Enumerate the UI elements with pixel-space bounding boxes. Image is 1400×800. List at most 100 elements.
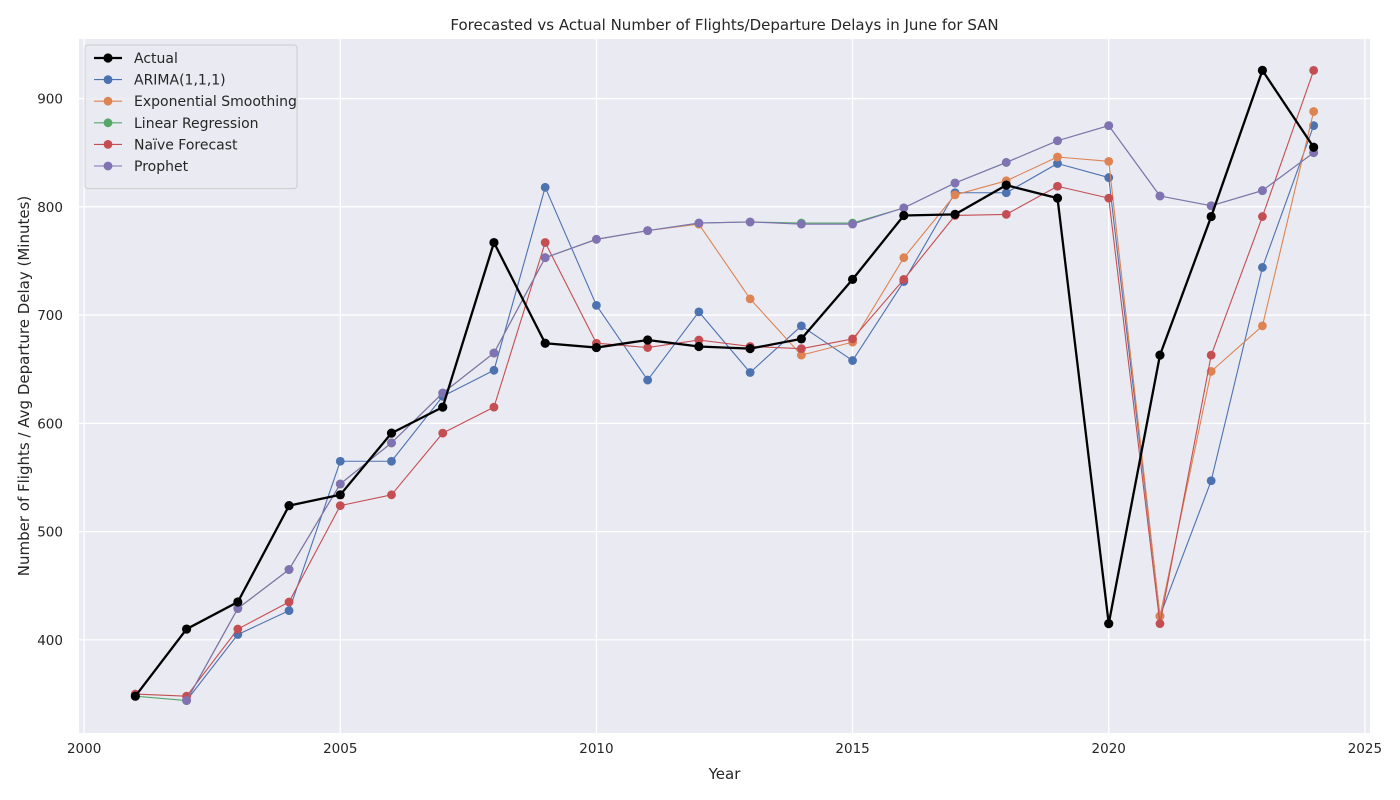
data-point: [745, 217, 755, 227]
data-point: [1206, 211, 1216, 222]
x-tick-label: 2015: [835, 741, 869, 757]
data-point: [847, 274, 858, 284]
data-point: [284, 597, 294, 607]
x-tick-label: 2020: [1092, 741, 1126, 757]
data-point: [387, 438, 396, 448]
data-point: [796, 219, 806, 229]
series-line: [135, 70, 1315, 697]
data-point: [796, 344, 806, 354]
data-point: [899, 253, 909, 263]
legend-marker: [103, 118, 113, 128]
data-point: [1104, 193, 1114, 203]
data-point: [1155, 619, 1165, 629]
x-tick-label: 2025: [1348, 741, 1382, 757]
data-point: [1309, 121, 1319, 131]
data-point: [745, 294, 755, 304]
data-point: [540, 338, 550, 348]
data-point: [694, 341, 704, 352]
legend-item: Prophet: [94, 159, 189, 175]
data-point: [1052, 193, 1063, 203]
data-point: [233, 624, 243, 634]
legend-label: Actual: [134, 51, 178, 67]
data-point: [1104, 121, 1114, 131]
legend-marker: [103, 53, 113, 63]
data-point: [182, 696, 191, 705]
grid-lines: [79, 39, 1370, 733]
legend-label: Exponential Smoothing: [134, 94, 297, 110]
data-point: [1206, 350, 1216, 360]
data-point: [1001, 188, 1011, 198]
legend-item: Naïve Forecast: [94, 137, 238, 153]
legend-frame: [84, 44, 298, 190]
data-point: [1053, 152, 1062, 162]
data-point: [540, 238, 550, 247]
series-line: [134, 69, 1315, 697]
data-point: [643, 343, 653, 352]
legend-marker: [103, 161, 113, 171]
data-point: [643, 335, 653, 345]
data-point: [540, 253, 550, 263]
data-point: [489, 402, 499, 412]
data-point: [1309, 107, 1319, 116]
data-point: [694, 335, 704, 345]
data-point: [284, 565, 294, 574]
data-point: [1155, 350, 1165, 360]
y-tick-label: 900: [37, 92, 63, 108]
legend-item: ARIMA(1,1,1): [94, 73, 226, 89]
data-point: [335, 479, 345, 489]
data-point: [284, 501, 294, 511]
data-point: [899, 210, 909, 221]
data-point: [540, 182, 550, 192]
y-tick-label: 800: [37, 200, 63, 216]
data-point: [1001, 158, 1011, 167]
data-point: [1258, 186, 1267, 195]
data-point: [130, 691, 140, 701]
data-point: [1258, 263, 1267, 272]
data-point: [1001, 180, 1011, 190]
chart-title: Forecasted vs Actual Number of Flights/D…: [450, 16, 998, 34]
data-point: [950, 190, 960, 200]
y-tick-label: 500: [37, 525, 63, 541]
legend-item: Actual: [94, 51, 178, 67]
series-prophet: [182, 121, 1319, 705]
legend-marker: [103, 75, 113, 84]
data-point: [796, 350, 806, 360]
data-point: [643, 375, 653, 385]
data-point: [1155, 191, 1165, 201]
data-point: [1053, 159, 1062, 168]
legend-label: Naïve Forecast: [134, 137, 238, 153]
data-point: [1053, 136, 1062, 146]
y-tick-label: 600: [37, 416, 63, 432]
data-point: [643, 226, 653, 236]
x-axis-label: Year: [708, 765, 742, 783]
legend-label: Linear Regression: [134, 116, 259, 132]
data-point: [899, 274, 909, 284]
data-point: [1309, 66, 1319, 75]
data-point: [386, 428, 397, 438]
data-point: [489, 365, 499, 375]
data-point: [233, 597, 243, 607]
y-tick-label: 700: [37, 308, 63, 324]
data-point: [592, 300, 601, 310]
data-point: [592, 234, 601, 244]
data-point: [796, 321, 806, 331]
legend-item: Linear Regression: [94, 116, 259, 132]
legend-label: Prophet: [134, 159, 189, 175]
data-point: [1053, 181, 1062, 191]
data-point: [489, 348, 499, 358]
data-point: [745, 368, 755, 377]
data-point: [489, 237, 499, 248]
data-point: [950, 209, 960, 219]
data-point: [1258, 321, 1267, 331]
legend-marker: [103, 140, 113, 149]
x-tick-label: 2000: [67, 741, 101, 757]
data-point: [387, 490, 396, 500]
series-lines: [130, 65, 1319, 705]
y-tick-label: 400: [37, 633, 63, 649]
data-point: [745, 344, 755, 354]
data-point: [1258, 212, 1267, 221]
tick-labels: 2000 2005 2010 2015 2020 2025 400 500 600 700 800 9…: [37, 92, 1382, 757]
legend-item: Exponential Smoothing: [94, 94, 297, 110]
data-point: [848, 356, 857, 365]
data-point: [181, 624, 192, 634]
